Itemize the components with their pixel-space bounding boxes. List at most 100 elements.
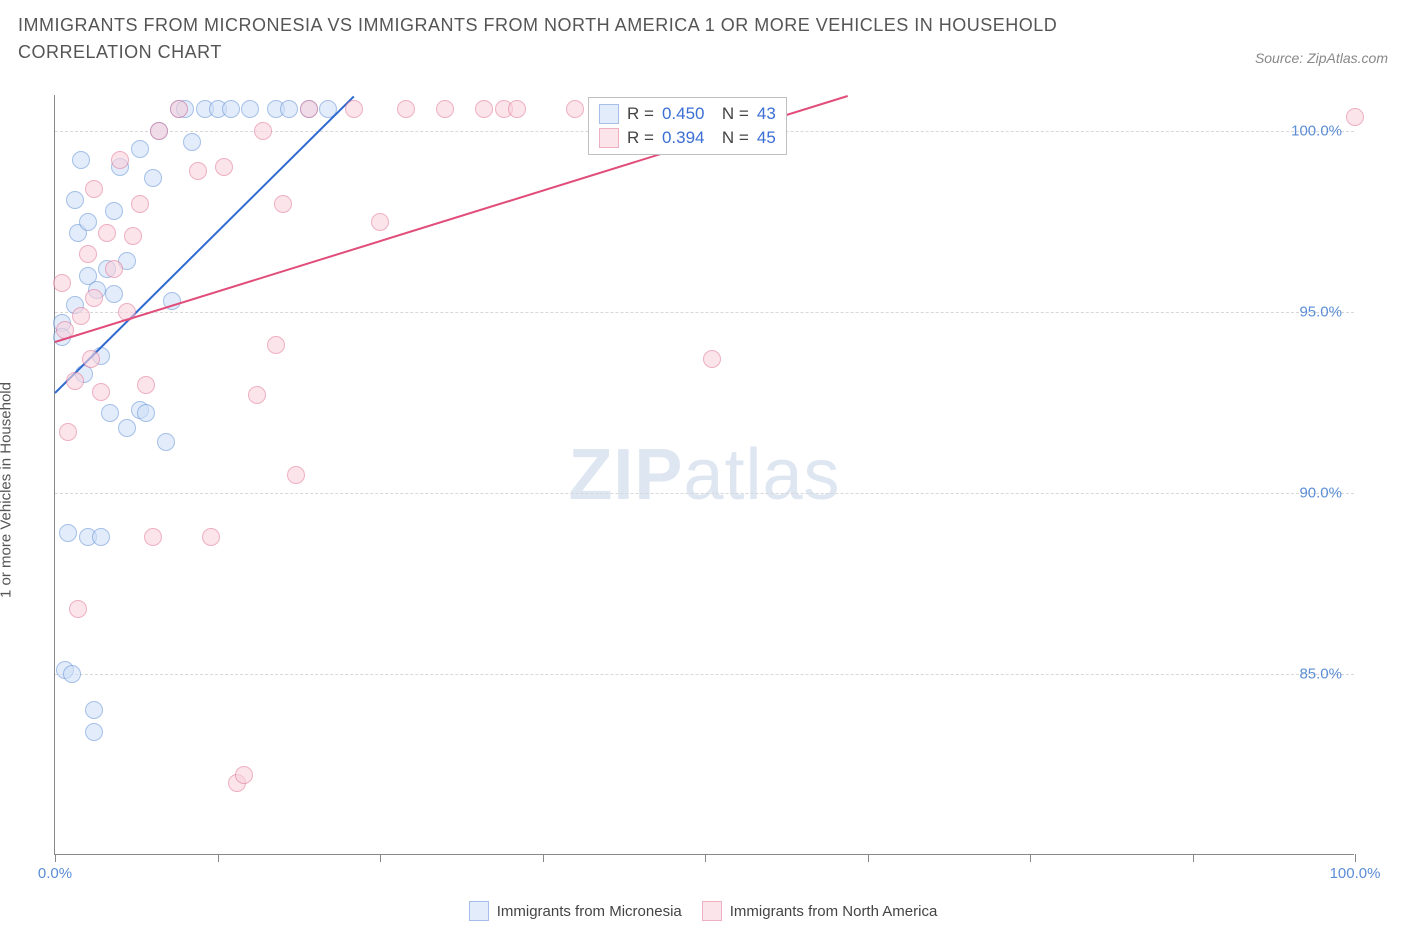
legend-inset-row: R = 0.394 N = 45 — [599, 126, 776, 150]
data-point — [92, 383, 110, 401]
data-point — [79, 245, 97, 263]
x-tick — [1355, 854, 1356, 862]
data-point — [63, 665, 81, 683]
data-point — [79, 213, 97, 231]
data-point — [66, 372, 84, 390]
data-point — [202, 528, 220, 546]
data-point — [144, 528, 162, 546]
legend-label-micronesia: Immigrants from Micronesia — [497, 903, 682, 920]
legend-n-value: 45 — [757, 126, 776, 150]
data-point — [72, 151, 90, 169]
x-tick — [1030, 854, 1031, 862]
chart-container: 1 or more Vehicles in Household ZIPatlas… — [18, 95, 1388, 885]
data-point — [566, 100, 584, 118]
data-point — [72, 307, 90, 325]
y-tick-label: 100.0% — [1291, 123, 1342, 140]
data-point — [85, 180, 103, 198]
data-point — [59, 423, 77, 441]
chart-title: IMMIGRANTS FROM MICRONESIA VS IMMIGRANTS… — [18, 12, 1138, 66]
x-tick-label: 100.0% — [1330, 865, 1381, 882]
y-axis-title: 1 or more Vehicles in Household — [0, 382, 15, 598]
swatch-north-america — [702, 901, 722, 921]
legend-n-label: N = — [712, 126, 748, 150]
x-tick — [218, 854, 219, 862]
legend-r-label: R = — [627, 126, 654, 150]
data-point — [189, 162, 207, 180]
data-point — [254, 122, 272, 140]
data-point — [300, 100, 318, 118]
trend-line — [54, 95, 354, 393]
chart-source: Source: ZipAtlas.com — [1255, 50, 1388, 66]
data-point — [475, 100, 493, 118]
data-point — [287, 466, 305, 484]
watermark-light: atlas — [683, 435, 840, 515]
data-point — [183, 133, 201, 151]
data-point — [111, 151, 129, 169]
data-point — [101, 404, 119, 422]
swatch-micronesia — [469, 901, 489, 921]
data-point — [397, 100, 415, 118]
data-point — [157, 433, 175, 451]
data-point — [274, 195, 292, 213]
data-point — [105, 202, 123, 220]
data-point — [280, 100, 298, 118]
x-tick-label: 0.0% — [38, 865, 72, 882]
legend-r-value: 0.394 — [662, 126, 705, 150]
x-tick — [705, 854, 706, 862]
y-tick-label: 85.0% — [1299, 666, 1342, 683]
data-point — [150, 122, 168, 140]
data-point — [85, 289, 103, 307]
data-point — [53, 274, 71, 292]
data-point — [170, 100, 188, 118]
legend-r-label: R = — [627, 102, 654, 126]
data-point — [371, 213, 389, 231]
legend-item-micronesia: Immigrants from Micronesia — [469, 901, 682, 921]
data-point — [92, 528, 110, 546]
grid-line — [55, 493, 1354, 494]
data-point — [1346, 108, 1364, 126]
y-tick-label: 95.0% — [1299, 304, 1342, 321]
data-point — [508, 100, 526, 118]
legend-r-value: 0.450 — [662, 102, 705, 126]
grid-line — [55, 312, 1354, 313]
y-tick-label: 90.0% — [1299, 485, 1342, 502]
watermark: ZIPatlas — [568, 434, 840, 516]
data-point — [345, 100, 363, 118]
data-point — [137, 404, 155, 422]
data-point — [105, 285, 123, 303]
legend-inset: R = 0.450 N = 43R = 0.394 N = 45 — [588, 97, 787, 155]
data-point — [59, 524, 77, 542]
data-point — [241, 100, 259, 118]
data-point — [82, 350, 100, 368]
legend-label-north-america: Immigrants from North America — [730, 903, 938, 920]
data-point — [98, 224, 116, 242]
data-point — [66, 191, 84, 209]
legend-swatch — [599, 104, 619, 124]
data-point — [144, 169, 162, 187]
data-point — [235, 766, 253, 784]
legend-inset-row: R = 0.450 N = 43 — [599, 102, 776, 126]
data-point — [222, 100, 240, 118]
bottom-legend: Immigrants from Micronesia Immigrants fr… — [18, 901, 1388, 921]
legend-n-label: N = — [712, 102, 748, 126]
legend-n-value: 43 — [757, 102, 776, 126]
header-row: IMMIGRANTS FROM MICRONESIA VS IMMIGRANTS… — [0, 0, 1406, 66]
data-point — [215, 158, 233, 176]
data-point — [131, 195, 149, 213]
data-point — [105, 260, 123, 278]
x-tick — [543, 854, 544, 862]
x-tick — [1193, 854, 1194, 862]
data-point — [124, 227, 142, 245]
legend-swatch — [599, 128, 619, 148]
plot-area: ZIPatlas 85.0%90.0%95.0%100.0%0.0%100.0%… — [54, 95, 1354, 855]
data-point — [85, 701, 103, 719]
x-tick — [868, 854, 869, 862]
data-point — [703, 350, 721, 368]
data-point — [436, 100, 454, 118]
grid-line — [55, 674, 1354, 675]
data-point — [69, 600, 87, 618]
data-point — [137, 376, 155, 394]
x-tick — [55, 854, 56, 862]
data-point — [131, 140, 149, 158]
watermark-bold: ZIP — [568, 435, 683, 515]
